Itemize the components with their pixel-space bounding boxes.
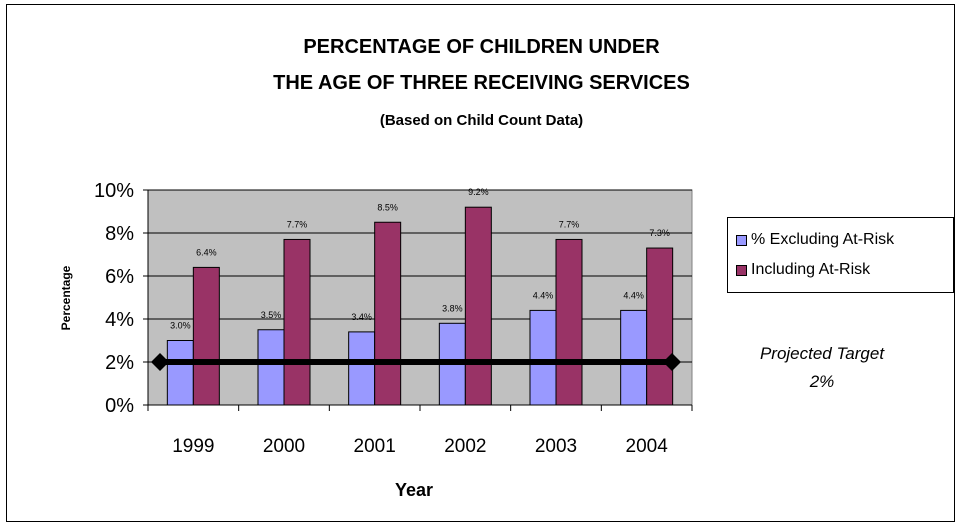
bar-excluding <box>166 340 194 406</box>
x-tick-label: 2002 <box>444 436 486 457</box>
legend-swatch-including <box>736 264 747 276</box>
data-label-including: 9.2% <box>468 187 489 197</box>
projected-target-annotation: Projected Target 2% <box>727 340 917 396</box>
y-tick-label: 4% <box>105 309 134 331</box>
legend-swatch-excluding <box>736 234 747 246</box>
chart-title-line-2: THE AGE OF THREE RECEIVING SERVICES <box>273 72 690 94</box>
projected-target-label: Projected Target <box>759 344 885 363</box>
legend-item-including: Including At-Risk <box>736 260 870 280</box>
x-tick-label: 2004 <box>626 436 669 457</box>
chart-title-line-1: PERCENTAGE OF CHILDREN UNDER <box>303 36 660 58</box>
y-tick-label: 10% <box>94 180 134 202</box>
bar-including <box>646 247 674 406</box>
bar-including <box>192 266 220 406</box>
plot-background <box>147 189 693 406</box>
data-label-including: 7.3% <box>649 228 670 238</box>
data-label-excluding: 4.4% <box>623 290 644 300</box>
chart-subtitle: (Based on Child Count Data) <box>379 112 584 129</box>
y-tick-label: 8% <box>105 223 134 245</box>
x-tick-label: 2000 <box>263 436 305 457</box>
target-marker-end <box>663 353 681 371</box>
data-label-excluding: 3.8% <box>442 303 463 313</box>
y-axis-title: Percentage <box>59 265 73 330</box>
legend-label-including: Including At-Risk <box>751 261 871 278</box>
data-label-including: 6.4% <box>196 247 217 257</box>
data-label-including: 8.5% <box>377 202 398 212</box>
bar-including <box>464 206 492 406</box>
bar-excluding <box>257 329 285 406</box>
x-tick-label: 2003 <box>535 436 577 457</box>
data-label-including: 7.7% <box>287 219 308 229</box>
projected-target-value: 2% <box>809 372 835 391</box>
y-tick-label: 0% <box>105 395 134 417</box>
x-tick-label: 1999 <box>172 436 214 457</box>
target-marker-start <box>151 353 169 371</box>
x-tick-label: 2001 <box>354 436 396 457</box>
chart-legend: % Excluding At-Risk Including At-Risk <box>727 217 954 293</box>
bar-including <box>555 238 583 406</box>
data-label-including: 7.7% <box>559 219 580 229</box>
x-axis-title: Year <box>395 480 433 500</box>
legend-item-excluding: % Excluding At-Risk <box>736 230 894 250</box>
bar-including <box>283 238 311 406</box>
plot-area: 0% 2% 4% 6% 8% 10% 1999 2000 2001 2002 2003 2004 3.0… <box>94 180 693 457</box>
legend-label-excluding: % Excluding At-Risk <box>751 231 895 248</box>
data-label-excluding: 3.4% <box>351 312 372 322</box>
y-tick-label: 2% <box>105 352 134 374</box>
bar-excluding <box>348 331 376 406</box>
data-label-excluding: 3.5% <box>261 310 282 320</box>
bar-excluding <box>529 309 557 406</box>
bar-excluding <box>620 309 648 406</box>
bar-including <box>374 221 402 406</box>
y-tick-label: 6% <box>105 266 134 288</box>
data-label-excluding: 3.0% <box>170 321 191 331</box>
data-label-excluding: 4.4% <box>533 290 554 300</box>
